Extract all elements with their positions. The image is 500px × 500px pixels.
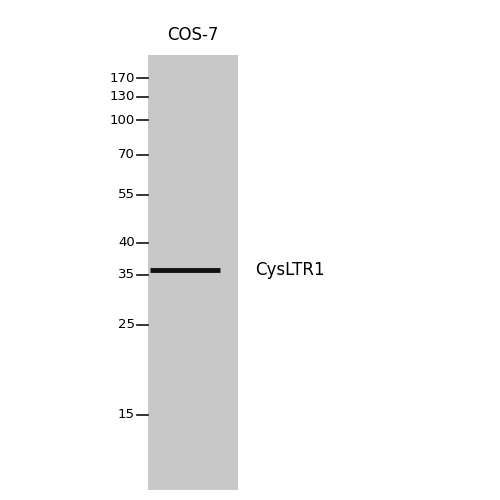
Text: 55: 55	[118, 188, 135, 202]
Text: 70: 70	[118, 148, 135, 162]
Bar	[148, 55, 238, 490]
Text: 130: 130	[110, 90, 135, 104]
Text: 100: 100	[110, 114, 135, 126]
Text: 40: 40	[118, 236, 135, 250]
Text: COS-7: COS-7	[168, 26, 218, 44]
Text: 35: 35	[118, 268, 135, 281]
Text: 15: 15	[118, 408, 135, 422]
Text: 170: 170	[110, 72, 135, 85]
Text: 25: 25	[118, 318, 135, 332]
Text: CysLTR1: CysLTR1	[255, 261, 324, 279]
